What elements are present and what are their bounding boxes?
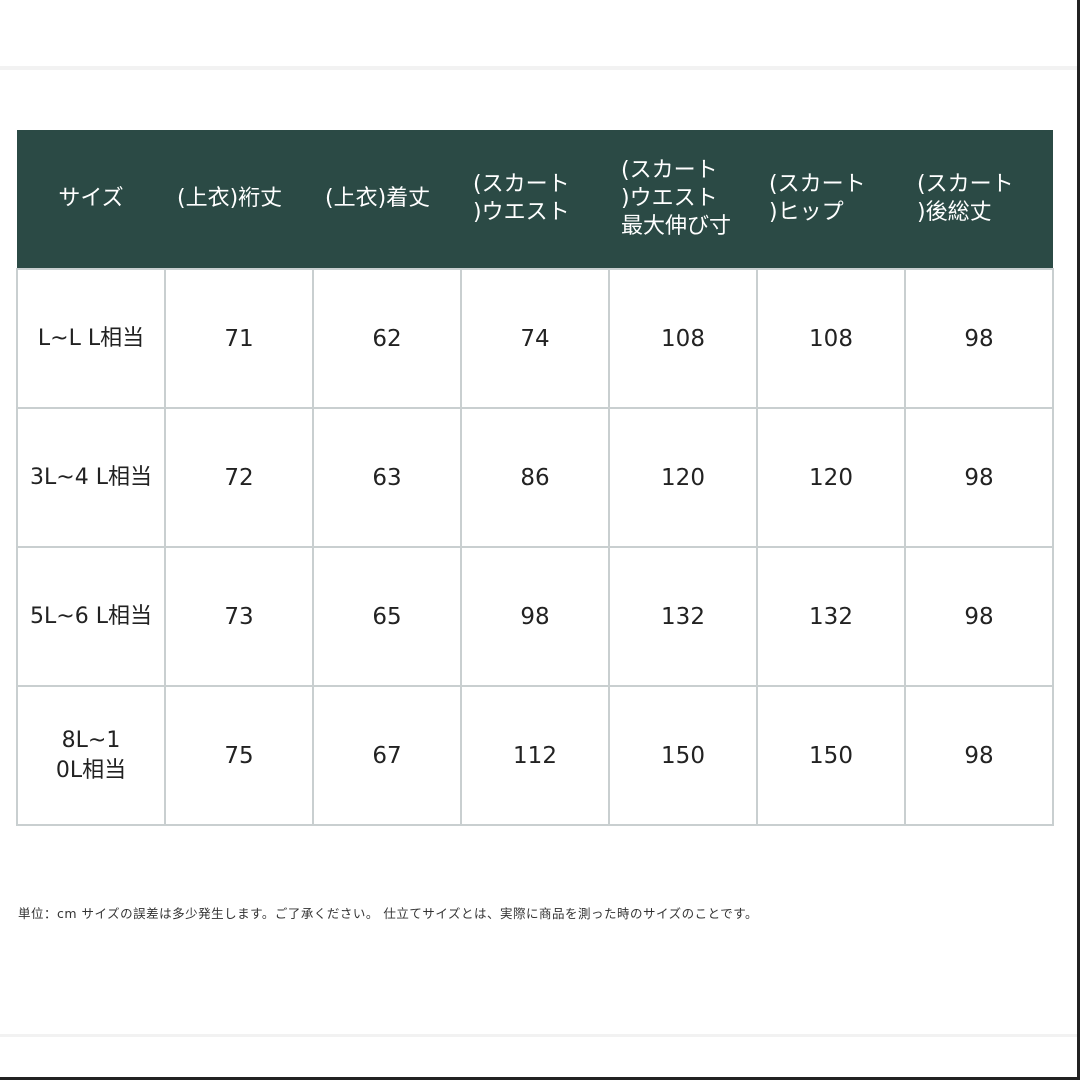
cell-skirt-hip: 108 xyxy=(756,268,906,409)
cell-skirt-waist-max: 132 xyxy=(608,546,758,687)
cell-sleeve-length: 75 xyxy=(164,685,314,826)
header-sleeve-length: (上衣)裄丈 xyxy=(165,130,313,269)
table-row: L~L L相当 71 62 74 108 108 98 xyxy=(16,268,1054,409)
cell-skirt-waist: 98 xyxy=(460,546,610,687)
bottom-edge xyxy=(0,1077,1080,1080)
cell-skirt-back-length: 98 xyxy=(904,268,1054,409)
right-edge xyxy=(1077,0,1080,1080)
cell-skirt-waist-max: 150 xyxy=(608,685,758,826)
cell-skirt-waist-max: 108 xyxy=(608,268,758,409)
cell-top-length: 63 xyxy=(312,407,462,548)
size-chart-table: サイズ (上衣)裄丈 (上衣)着丈 (スカート )ウエスト (スカート )ウエス… xyxy=(16,130,1054,826)
table-row: 5L~6 L相当 73 65 98 132 132 98 xyxy=(16,546,1054,687)
size-note: 単位：cm サイズの誤差は多少発生します。ご了承ください。 仕立てサイズとは、実… xyxy=(18,906,758,921)
cell-top-length: 65 xyxy=(312,546,462,687)
cell-skirt-back-length: 98 xyxy=(904,407,1054,548)
top-divider xyxy=(0,66,1080,70)
cell-skirt-waist-max: 120 xyxy=(608,407,758,548)
cell-skirt-waist: 74 xyxy=(460,268,610,409)
cell-top-length: 62 xyxy=(312,268,462,409)
header-skirt-hip: (スカート )ヒップ xyxy=(757,130,905,269)
header-skirt-back-length: (スカート )後総丈 xyxy=(905,130,1053,269)
cell-sleeve-length: 72 xyxy=(164,407,314,548)
header-row: サイズ (上衣)裄丈 (上衣)着丈 (スカート )ウエスト (スカート )ウエス… xyxy=(17,130,1053,269)
cell-skirt-back-length: 98 xyxy=(904,685,1054,826)
table-row: 8L~1 0L相当 75 67 112 150 150 98 xyxy=(16,685,1054,826)
cell-size: 5L~6 L相当 xyxy=(16,546,166,687)
header-skirt-waist-max: (スカート )ウエスト 最大伸び寸 xyxy=(609,130,757,269)
table-row: 3L~4 L相当 72 63 86 120 120 98 xyxy=(16,407,1054,548)
cell-skirt-hip: 132 xyxy=(756,546,906,687)
cell-size: 3L~4 L相当 xyxy=(16,407,166,548)
header-top-length: (上衣)着丈 xyxy=(313,130,461,269)
cell-skirt-hip: 120 xyxy=(756,407,906,548)
cell-sleeve-length: 71 xyxy=(164,268,314,409)
cell-skirt-waist: 112 xyxy=(460,685,610,826)
cell-size: 8L~1 0L相当 xyxy=(16,685,166,826)
cell-skirt-waist: 86 xyxy=(460,407,610,548)
cell-sleeve-length: 73 xyxy=(164,546,314,687)
cell-skirt-hip: 150 xyxy=(756,685,906,826)
cell-size: L~L L相当 xyxy=(16,268,166,409)
header-skirt-waist: (スカート )ウエスト xyxy=(461,130,609,269)
cell-top-length: 67 xyxy=(312,685,462,826)
cell-skirt-back-length: 98 xyxy=(904,546,1054,687)
bottom-divider xyxy=(0,1034,1080,1037)
header-size: サイズ xyxy=(17,130,165,269)
